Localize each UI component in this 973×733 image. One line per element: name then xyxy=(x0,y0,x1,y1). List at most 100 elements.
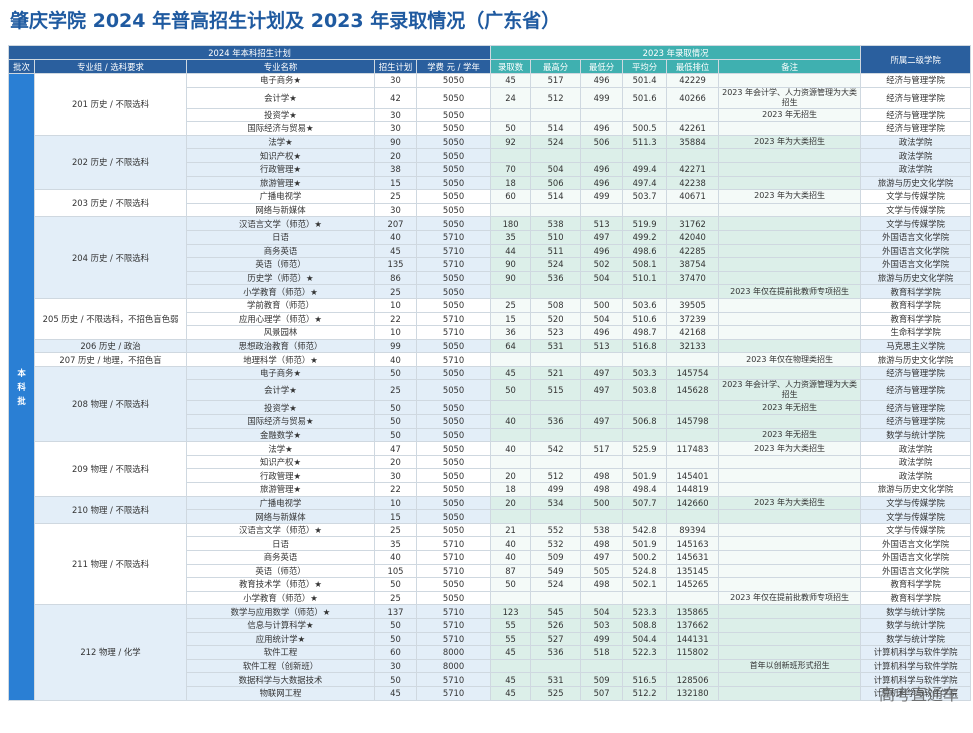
max-cell xyxy=(530,284,582,299)
major-cell: 知识产权★ xyxy=(186,148,375,163)
fee-cell: 5050 xyxy=(415,427,492,443)
avg-cell: 508.1 xyxy=(622,257,668,272)
college-cell: 外国语言文化学院 xyxy=(860,536,972,551)
college-cell: 文学与传媒学院 xyxy=(860,189,972,204)
rank-cell: 128506 xyxy=(666,672,720,687)
table-row: 会计学★ 25 5050 50 515 497 503.8 145628 2023 年会计学、人… xyxy=(9,379,972,402)
fee-cell: 5050 xyxy=(415,189,492,204)
min-cell: 497 xyxy=(580,379,624,402)
plan-cell: 45 xyxy=(374,685,417,701)
note-cell xyxy=(718,685,862,701)
note-cell: 2023 年为大类招生 xyxy=(718,189,862,204)
college-cell: 文学与传媒学院 xyxy=(860,495,972,511)
rank-cell xyxy=(666,284,720,299)
college-cell: 文学与传媒学院 xyxy=(860,522,972,538)
avg-cell: 524.8 xyxy=(622,563,668,579)
major-cell: 风景园林 xyxy=(186,325,375,340)
fee-cell: 5710 xyxy=(415,617,492,633)
avg-cell: 508.8 xyxy=(622,617,668,633)
rank-cell: 40266 xyxy=(666,86,720,109)
count-cell xyxy=(490,454,532,470)
college-cell: 经济与管理学院 xyxy=(860,414,972,429)
rank-cell: 37239 xyxy=(666,311,720,327)
plan-cell: 20 xyxy=(374,148,417,163)
college-cell: 文学与传媒学院 xyxy=(860,509,972,524)
min-cell: 500 xyxy=(580,495,624,511)
avg-cell: 512.2 xyxy=(622,685,668,701)
plan-cell: 30 xyxy=(374,202,417,218)
plan-cell: 45 xyxy=(374,243,417,259)
max-cell: 509 xyxy=(530,550,582,565)
avg-cell xyxy=(622,284,668,299)
rank-cell xyxy=(666,454,720,470)
college-cell: 经济与管理学院 xyxy=(860,86,972,109)
college-cell: 教育科学学院 xyxy=(860,590,972,606)
avg-header: 平均分 xyxy=(622,59,668,74)
note-cell xyxy=(718,121,862,136)
note-cell xyxy=(718,482,862,497)
college-header: 所属二级学院 xyxy=(860,45,972,74)
count-cell xyxy=(490,284,532,299)
count-cell: 45 xyxy=(490,365,532,381)
plan-cell: 30 xyxy=(374,468,417,484)
college-cell: 数学与统计学院 xyxy=(860,631,972,647)
watermark: 高考直通车 xyxy=(878,685,959,704)
max-cell xyxy=(530,427,582,443)
plan-cell: 30 xyxy=(374,107,417,123)
plan-cell: 135 xyxy=(374,257,417,272)
max-cell xyxy=(530,658,582,674)
count-cell: 45 xyxy=(490,645,532,660)
table-body: 本科批 201 历史 / 不限选科 电子商务★ 30 5050 45 517 496 501.4… xyxy=(8,73,972,701)
avg-cell: 510.1 xyxy=(622,270,668,286)
count-cell: 45 xyxy=(490,73,532,88)
group-cell: 211 物理 / 不限选科 xyxy=(34,522,187,606)
avg-cell: 500.5 xyxy=(622,121,668,136)
min-cell: 518 xyxy=(580,645,624,660)
rank-cell: 42040 xyxy=(666,229,720,245)
rank-cell: 39505 xyxy=(666,297,720,313)
college-cell: 教育科学学院 xyxy=(860,577,972,592)
note-cell xyxy=(718,202,862,218)
max-header: 最高分 xyxy=(530,59,582,74)
avg-cell: 516.5 xyxy=(622,672,668,687)
fee-cell: 5050 xyxy=(415,338,492,354)
plan-header: 招生计划 xyxy=(374,59,417,74)
group-cell: 206 历史 / 政治 xyxy=(34,338,187,354)
fee-cell: 5050 xyxy=(415,468,492,484)
table-row: 205 历史 / 不限选科，不招色盲色弱 学前教育（师范） 10 5050 25 508 5… xyxy=(9,297,972,340)
max-cell: 499 xyxy=(530,482,582,497)
rank-cell: 42229 xyxy=(666,73,720,88)
min-cell xyxy=(580,148,624,163)
plan-cell: 40 xyxy=(374,229,417,245)
major-cell: 历史学（师范）★ xyxy=(186,270,375,286)
table-row: 旅游管理★ 22 5050 18 499 498 498.4 144819 旅游与历史文化学院 xyxy=(9,482,972,497)
count-cell: 21 xyxy=(490,522,532,538)
avg-cell: 506.8 xyxy=(622,414,668,429)
max-cell: 531 xyxy=(530,338,582,354)
avg-cell: 498.6 xyxy=(622,243,668,259)
college-cell: 旅游与历史文化学院 xyxy=(860,482,972,497)
group-cell: 202 历史 / 不限选科 xyxy=(34,134,187,191)
min-cell xyxy=(580,400,624,416)
note-cell xyxy=(718,325,862,340)
college-cell: 外国语言文化学院 xyxy=(860,550,972,565)
note-cell xyxy=(718,536,862,551)
major-cell: 学前教育（师范） xyxy=(186,297,375,313)
rank-cell xyxy=(666,590,720,606)
count-cell: 180 xyxy=(490,216,532,231)
major-cell: 小学教育（师范）★ xyxy=(186,284,375,299)
college-cell: 马克思主义学院 xyxy=(860,338,972,354)
fee-cell: 5050 xyxy=(415,414,492,429)
count-cell: 90 xyxy=(490,257,532,272)
major-cell: 网络与新媒体 xyxy=(186,202,375,218)
max-cell: 524 xyxy=(530,134,582,150)
max-cell: 523 xyxy=(530,325,582,340)
plan-cell: 207 xyxy=(374,216,417,231)
table-row: 行政管理★ 30 5050 20 512 498 501.9 145401 政法学院 xyxy=(9,468,972,484)
note-cell xyxy=(718,617,862,633)
min-cell: 496 xyxy=(580,161,624,177)
avg-cell xyxy=(622,454,668,470)
min-cell: 496 xyxy=(580,175,624,191)
college-cell: 数学与统计学院 xyxy=(860,427,972,443)
college-cell: 外国语言文化学院 xyxy=(860,243,972,259)
